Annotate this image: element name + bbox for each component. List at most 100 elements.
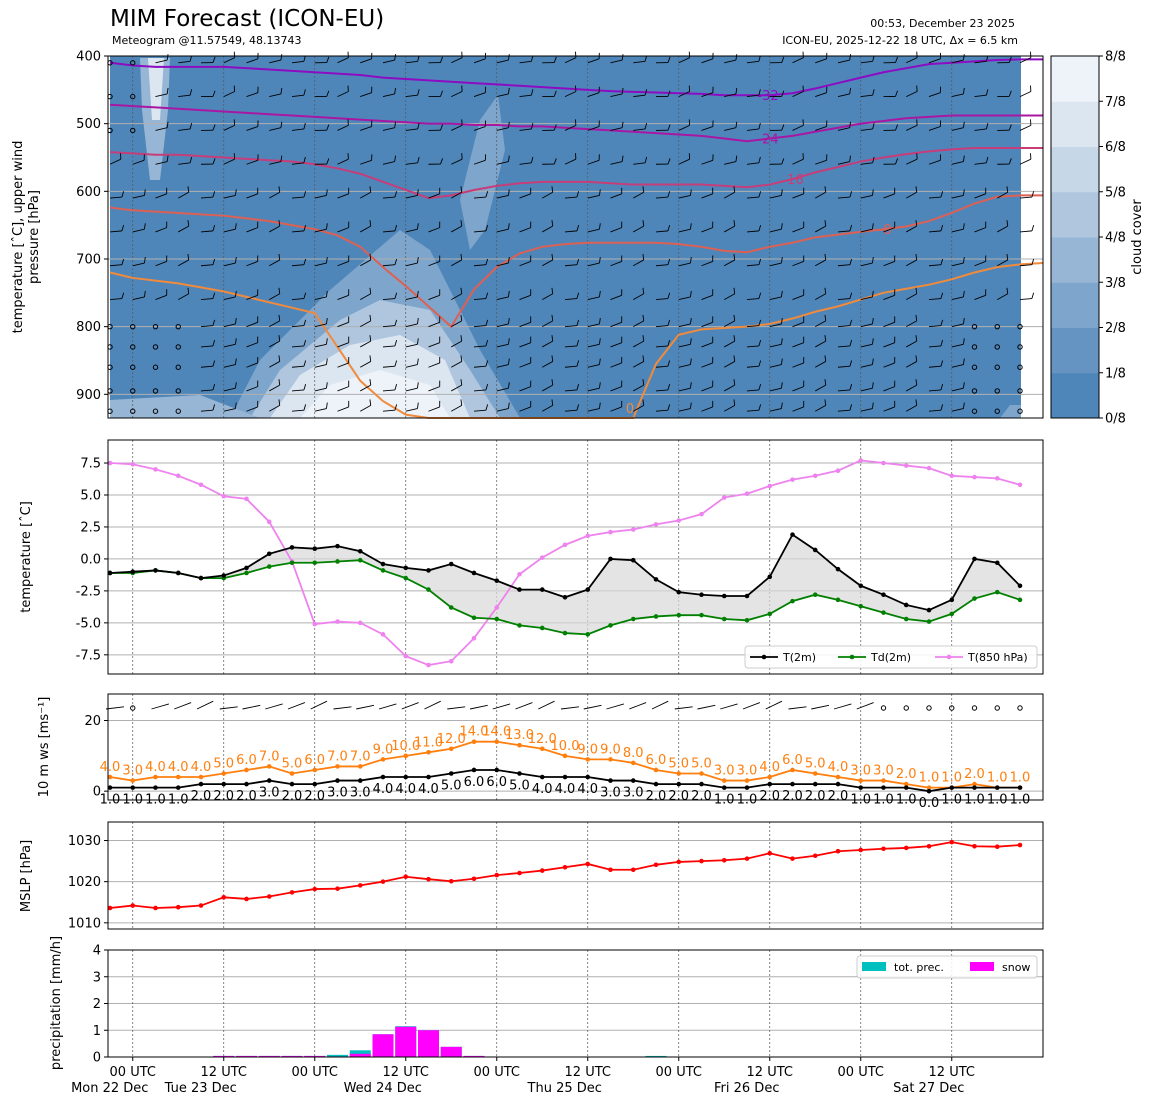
wind-barb-flag <box>553 124 557 131</box>
wind-barb <box>815 361 826 368</box>
series-point <box>1017 597 1023 603</box>
wind-barb <box>678 158 690 165</box>
wind-barb-flag <box>895 90 898 97</box>
wind-barb <box>587 159 600 165</box>
series-point <box>949 839 955 845</box>
wind-barb <box>337 57 349 64</box>
wind-barb <box>246 126 258 131</box>
wind-barb-flag <box>325 358 328 365</box>
series-point <box>403 565 409 571</box>
wind-barb <box>246 227 258 233</box>
wind-barb <box>519 193 531 199</box>
wind-barb-flag <box>895 158 898 165</box>
wind-barb <box>860 296 873 301</box>
wind-barb <box>633 293 644 300</box>
wind-barb-flag <box>849 54 851 61</box>
series-point <box>676 781 682 787</box>
series-point <box>926 607 932 613</box>
wind-barb <box>428 406 440 412</box>
wind-barb <box>200 345 213 348</box>
wind-barb <box>223 158 235 165</box>
y-tick-label: 1030 <box>68 834 101 849</box>
wind-barb <box>200 196 213 199</box>
wind-barb-flag <box>394 191 398 198</box>
wind-barb-flag <box>644 123 648 130</box>
wind-barb-flag <box>553 158 557 165</box>
series-point <box>949 785 955 790</box>
gust-data-label: 4.0 <box>191 760 212 775</box>
series-point <box>926 619 932 624</box>
wind-barb-flag <box>212 90 216 97</box>
wind-barb <box>678 228 691 233</box>
wind-barb-calm <box>903 705 909 711</box>
panel-frame <box>107 949 1044 1058</box>
wind-barb <box>746 162 759 165</box>
wind-barb <box>151 703 170 710</box>
wind-barb <box>519 227 531 233</box>
gust-data-label: 1.0 <box>987 771 1008 786</box>
wind-barb-flag <box>440 90 443 97</box>
wind-barb-flag <box>735 121 738 128</box>
series-point <box>858 785 864 790</box>
wind-barb-calm <box>130 364 136 370</box>
wind-barb-flag <box>689 223 692 230</box>
wind-barb-flag <box>985 156 989 163</box>
series-point <box>790 856 795 861</box>
series-point <box>767 774 773 780</box>
wind-barb <box>587 343 600 348</box>
wind-barb <box>701 92 713 98</box>
wind-barb <box>655 230 668 233</box>
wind-barb <box>496 323 509 328</box>
wind-barb <box>360 159 372 165</box>
wind-barb <box>451 158 463 165</box>
wind-barb-calm <box>994 364 1000 370</box>
wind-barb-flag <box>667 124 671 131</box>
wind-barb-flag <box>642 399 645 406</box>
series-point <box>107 905 113 911</box>
series-point <box>198 774 204 780</box>
wind-barb <box>655 409 668 412</box>
y-tick-label: -7.5 <box>76 648 101 663</box>
wind-barb-flag <box>849 155 851 162</box>
wind-barb-flag <box>1031 258 1035 265</box>
wind-barb <box>200 230 213 233</box>
wind-barb-flag <box>189 156 193 163</box>
wind-barb <box>678 262 691 267</box>
series-point <box>539 587 545 592</box>
wind-barb <box>655 389 668 392</box>
series-point <box>881 785 886 790</box>
wind-barb-flag <box>460 287 463 294</box>
wind-barb <box>906 158 918 165</box>
wind-barb <box>883 321 895 328</box>
wind-barb-flag <box>1006 220 1009 227</box>
series-point <box>380 561 386 567</box>
wind-barb-flag <box>530 156 534 163</box>
wind-barb <box>1019 264 1032 267</box>
wind-barb <box>360 58 372 64</box>
wind-barb-flag <box>642 335 645 342</box>
wind-barb <box>633 259 644 267</box>
y-tick-label: 1010 <box>68 916 101 931</box>
series-point <box>107 460 113 466</box>
gust-data-label: 6.0 <box>304 753 325 768</box>
wind-barb-flag <box>780 223 783 230</box>
wind-barb-flag <box>915 335 918 342</box>
wind-barb <box>496 262 509 267</box>
series-point <box>676 612 682 618</box>
mean-data-label: 3.0 <box>600 786 621 801</box>
wind-barb <box>519 128 532 131</box>
wind-barb <box>883 294 895 301</box>
wind-barb <box>906 384 917 392</box>
wind-barb-flag <box>940 258 944 265</box>
wind-barb <box>542 405 553 412</box>
series-point <box>790 532 795 537</box>
wind-barb-flag <box>962 54 965 61</box>
wind-barb <box>428 386 440 392</box>
wind-barb <box>951 343 964 348</box>
wind-barb <box>610 386 622 392</box>
wind-barb <box>792 91 804 98</box>
gust-data-label: 5.0 <box>282 757 303 772</box>
wind-barb <box>997 259 1008 267</box>
wind-barb-flag <box>962 317 965 325</box>
wind-barb <box>269 340 280 348</box>
